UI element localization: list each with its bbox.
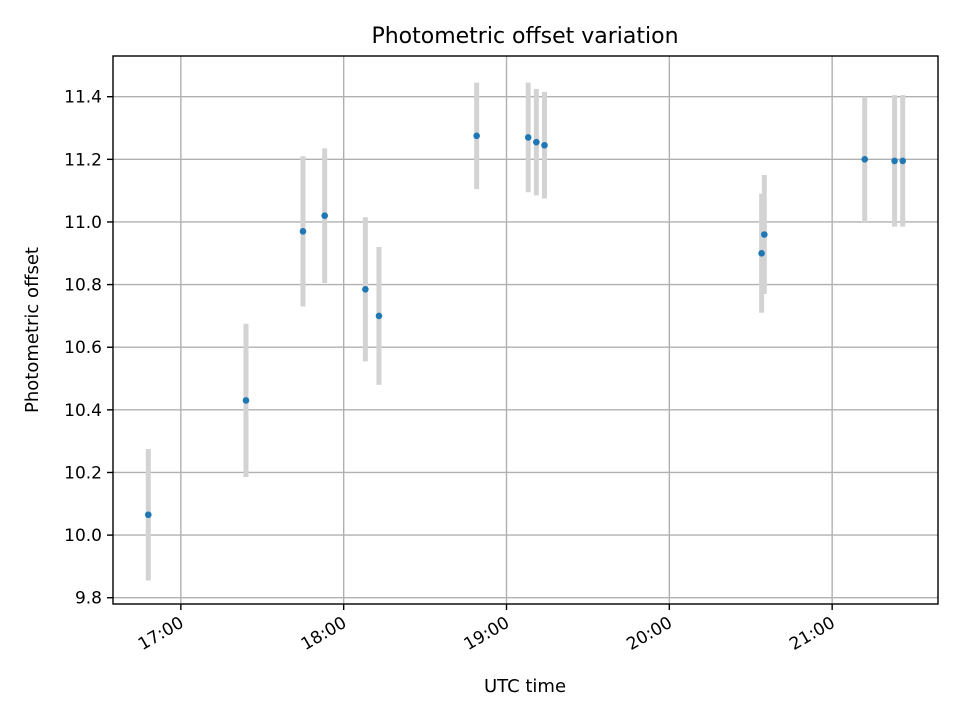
data-point	[541, 141, 548, 149]
y-tick-label: 10.4	[64, 401, 102, 421]
data-points	[144, 132, 907, 519]
y-tick-label: 10.0	[64, 526, 102, 546]
y-tick-label: 11.0	[64, 213, 102, 233]
y-tick-label: 10.2	[64, 463, 102, 483]
data-point	[524, 134, 532, 141]
data-point	[473, 132, 480, 140]
data-point	[375, 312, 383, 320]
data-point	[242, 397, 250, 404]
y-tick-label: 11.4	[64, 88, 102, 108]
grid	[113, 56, 938, 604]
data-point	[758, 249, 765, 257]
chart-title: Photometric offset variation	[371, 24, 678, 49]
data-point	[144, 511, 152, 519]
data-point	[891, 157, 898, 165]
y-tick-label: 9.8	[75, 589, 102, 609]
data-point	[321, 212, 328, 220]
data-point	[899, 157, 907, 165]
data-point	[533, 138, 540, 146]
y-tick-label: 10.8	[64, 276, 102, 296]
y-axis-label: Photometric offset	[22, 247, 43, 413]
data-point	[761, 231, 768, 238]
y-tick-label: 11.2	[64, 150, 102, 170]
data-point	[299, 228, 307, 235]
x-axis-label: UTC time	[484, 676, 566, 697]
y-tick-label: 10.6	[64, 338, 102, 358]
data-point	[861, 156, 869, 163]
data-point	[362, 285, 369, 293]
plot-frame	[112, 55, 939, 605]
